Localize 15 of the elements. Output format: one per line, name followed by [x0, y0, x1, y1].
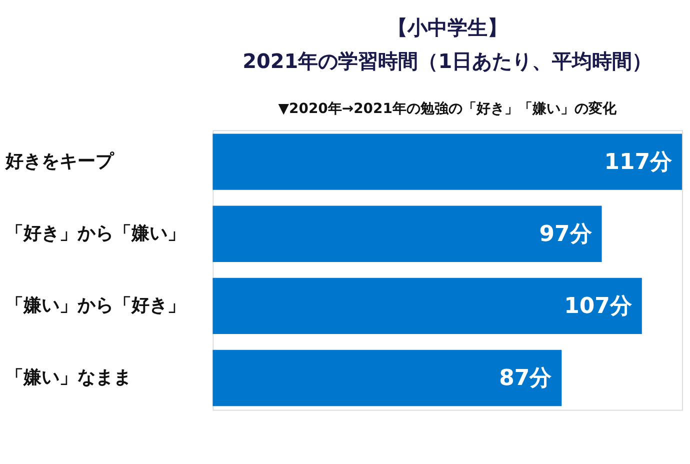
- y-tick-label: 「嫌い」から「好き」: [5, 294, 186, 316]
- y-tick-label: 「嫌い」なまま: [5, 366, 132, 388]
- data-label: 117分: [604, 150, 674, 175]
- text: 【小中学生】: [387, 15, 508, 40]
- bar: [212, 134, 682, 190]
- data-label: 107分: [564, 294, 633, 319]
- data-label: 97分: [539, 222, 593, 247]
- chart-subtitle: ▼2020年→2021年の勉強の「好き」「嫌い」の変化: [278, 100, 618, 118]
- text: 2021年の学習時間（1日あたり、平均時間）: [242, 49, 652, 74]
- y-tick-label: 「好き」から「嫌い」: [5, 222, 186, 244]
- bar: [212, 278, 642, 334]
- y-tick-label: 好きをキープ: [4, 150, 114, 172]
- data-label: 87分: [499, 366, 553, 391]
- bar: [212, 350, 562, 406]
- bar: [212, 206, 602, 262]
